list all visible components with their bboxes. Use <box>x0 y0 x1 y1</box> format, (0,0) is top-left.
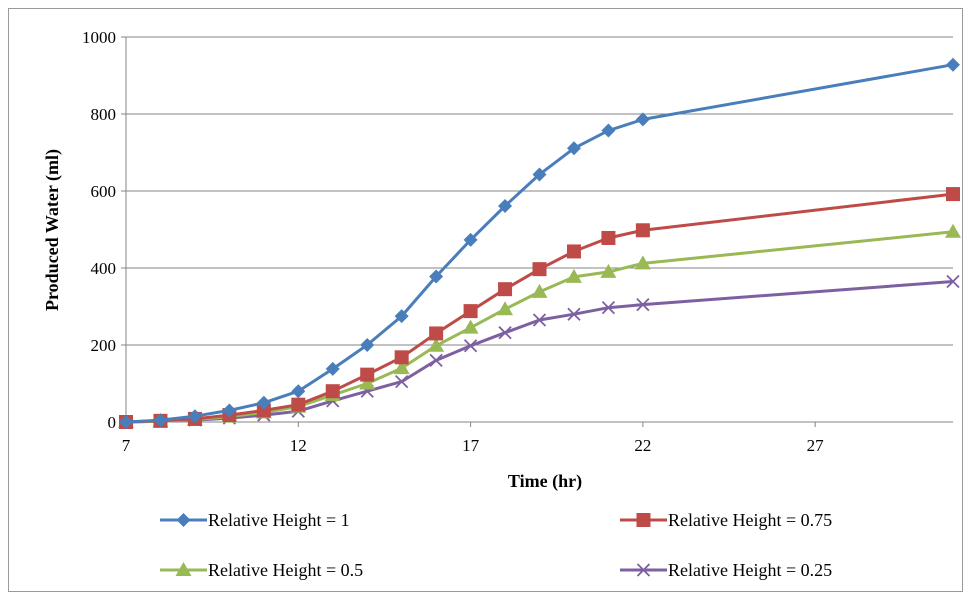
legend: Relative Height = 1 Relative Height = 0.7… <box>160 510 832 580</box>
x-tick-label: 27 <box>807 436 825 455</box>
data-point <box>531 283 548 298</box>
legend-marker <box>636 563 651 577</box>
y-tick-label: 1000 <box>82 28 116 47</box>
data-point <box>360 367 375 382</box>
legend-marker <box>175 562 192 576</box>
series-line <box>125 230 954 424</box>
legend-label: Relative Height = 0.75 <box>668 510 832 530</box>
data-point <box>429 353 443 368</box>
y-tick-label: 200 <box>91 336 117 355</box>
data-point <box>325 384 340 399</box>
legend-item: Relative Height = 0.25 <box>620 560 832 580</box>
series-2 <box>119 187 960 429</box>
data-point <box>222 403 237 418</box>
data-point <box>394 309 409 324</box>
y-tick-label: 0 <box>108 413 117 432</box>
x-tick-label: 17 <box>462 436 480 455</box>
data-point <box>498 326 512 340</box>
data-point <box>325 361 340 376</box>
data-point <box>119 415 133 429</box>
data-point <box>497 301 514 316</box>
series-3 <box>118 223 961 428</box>
axes <box>121 36 953 427</box>
data-point <box>429 269 444 284</box>
x-tick-label: 7 <box>122 436 131 455</box>
x-tick-label: 22 <box>634 436 651 455</box>
legend-item: Relative Height = 1 <box>160 510 350 530</box>
data-point <box>566 244 581 259</box>
x-tick-label: 12 <box>290 436 307 455</box>
y-tick-labels: 0 200 400 600 800 1000 <box>82 28 116 432</box>
data-point <box>532 262 547 277</box>
legend-item: Relative Height = 0.5 <box>160 560 363 580</box>
data-point <box>601 123 616 138</box>
data-point <box>498 199 513 214</box>
data-point <box>256 403 271 418</box>
data-point <box>395 374 409 389</box>
data-point <box>463 232 478 247</box>
data-point <box>601 301 616 315</box>
legend-marker <box>176 513 191 527</box>
data-point <box>532 167 547 182</box>
data-point <box>565 268 582 283</box>
data-point <box>636 297 650 312</box>
x-tick-labels: 7 12 17 22 27 <box>122 436 824 455</box>
series-line <box>125 192 954 424</box>
data-point <box>429 326 444 341</box>
data-point <box>291 384 306 399</box>
data-point <box>187 409 202 424</box>
data-point <box>153 413 168 428</box>
data-point <box>532 313 547 327</box>
gridlines <box>126 36 953 346</box>
legend-marker <box>636 513 651 527</box>
data-point <box>291 397 306 412</box>
data-point <box>945 223 961 238</box>
y-tick-label: 600 <box>91 182 117 201</box>
data-point <box>600 263 617 278</box>
data-point <box>634 255 651 270</box>
data-point <box>635 112 650 127</box>
data-point <box>946 57 960 72</box>
series-line <box>125 280 954 424</box>
data-point <box>567 307 581 321</box>
data-point <box>360 338 375 352</box>
series-lines <box>118 57 961 429</box>
series-1 <box>119 57 960 429</box>
legend-item: Relative Height = 0.75 <box>620 510 832 530</box>
series-4 <box>119 274 960 429</box>
data-point <box>394 350 409 365</box>
data-point <box>498 282 513 297</box>
y-tick-label: 400 <box>91 259 117 278</box>
data-point <box>256 395 271 410</box>
legend-label: Relative Height = 0.25 <box>668 560 832 580</box>
data-point <box>946 187 960 202</box>
data-point <box>428 337 445 352</box>
legend-label: Relative Height = 0.5 <box>208 560 363 580</box>
y-tick-label: 800 <box>91 105 117 124</box>
data-point <box>463 304 478 319</box>
data-point <box>393 360 410 375</box>
legend-label: Relative Height = 1 <box>208 510 350 530</box>
data-point <box>946 274 960 289</box>
y-axis-title: Produced Water (ml) <box>42 149 63 311</box>
data-point <box>359 375 376 390</box>
data-point <box>463 339 478 353</box>
data-point <box>462 319 479 334</box>
x-axis-title: Time (hr) <box>508 471 582 492</box>
data-point <box>635 223 650 238</box>
data-point <box>566 141 581 156</box>
data-point <box>601 230 616 245</box>
